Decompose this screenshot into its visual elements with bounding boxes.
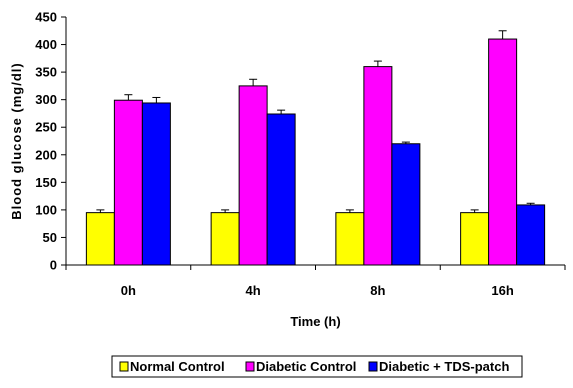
x-tick-label: 8h (370, 283, 385, 298)
y-tick-label: 0 (50, 258, 57, 273)
bar (363, 66, 393, 266)
legend-label: Normal Control (130, 359, 225, 374)
bar (335, 212, 365, 266)
bars (85, 30, 546, 266)
bar (266, 113, 296, 266)
bar (113, 99, 143, 266)
x-tick-label: 16h (491, 283, 513, 298)
y-tick-label: 200 (35, 147, 57, 162)
y-tick-label: 250 (35, 120, 57, 135)
bar (516, 204, 546, 266)
legend-box (111, 355, 523, 378)
legend-swatch (119, 361, 129, 372)
y-tick-label: 50 (43, 230, 57, 245)
tick-labels: 0 50 100 150 200 250 300 350 400 450 0h 4h 8h 16h (35, 10, 514, 299)
y-tick-label: 300 (35, 92, 57, 107)
bar (210, 212, 240, 266)
x-tick-label: 4h (246, 283, 261, 298)
y-tick-label: 150 (35, 175, 57, 190)
bar (141, 102, 171, 266)
bar (85, 212, 115, 266)
legend-swatch (368, 361, 378, 372)
bar (488, 38, 518, 266)
legend-swatch (245, 361, 255, 372)
bar (238, 85, 268, 266)
y-tick-label: 350 (35, 65, 57, 80)
bar (391, 143, 421, 266)
x-tick-label: 0h (121, 283, 136, 298)
bar (460, 212, 490, 266)
legend-label: Diabetic + TDS-patch (379, 359, 509, 374)
y-axis-title: Blood glucose (mg/dl) (9, 62, 24, 220)
legend-label: Diabetic Control (256, 359, 356, 374)
x-axis-title: Time (h) (290, 314, 340, 329)
y-tick-label: 100 (35, 202, 57, 217)
y-tick-label: 400 (35, 37, 57, 52)
legend: Normal Control Diabetic Control Diabetic +… (111, 355, 523, 378)
y-tick-label: 450 (35, 10, 57, 25)
